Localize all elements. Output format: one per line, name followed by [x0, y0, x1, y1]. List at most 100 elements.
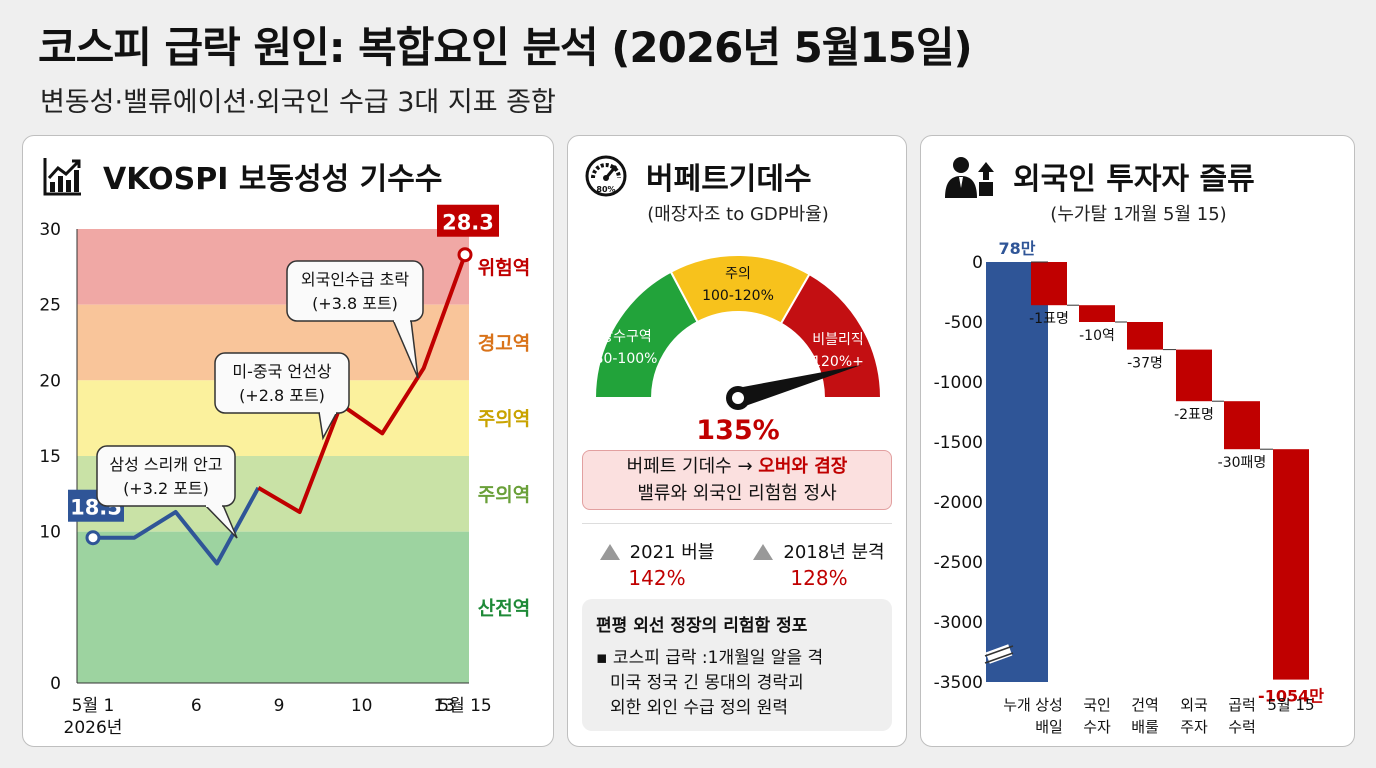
foreign-title: 외국인 투자자 즐류 [1013, 162, 1255, 197]
start-point [85, 530, 101, 546]
y-tick-label: -500 [944, 313, 983, 333]
foreign-panel: 외국인 투자자 즐류 (누가탈 1개월 5월 15) 0 -500 -1000 -15… [920, 135, 1355, 747]
x-category-label: 수럭 [1228, 718, 1256, 736]
end-point [457, 247, 473, 263]
buffett-title: 버페트기데수 [646, 162, 812, 197]
waterfall-bar [1176, 349, 1212, 402]
gauge-zone-label: 상수구역 [600, 329, 652, 345]
gauge-zone-range: 80-100% [595, 351, 658, 367]
gauge-zone-range: 100-120% [702, 288, 774, 304]
vkospi-panel: VKOSPI 보동성성 기수수 위험역 경고역 주의역 주의역 산전역 0 10 15 20 25… [22, 135, 554, 747]
bar-value-label: -10역 [1079, 328, 1115, 344]
warning-line2: 밸류와 외국인 리험험 정사 [637, 483, 837, 504]
x-tick-label: 5월 1 [72, 696, 115, 716]
x-category-label: 건역 [1131, 696, 1159, 714]
waterfall-bar [1273, 449, 1309, 680]
triangle-icon [599, 544, 620, 560]
y-tick-label: 0 [972, 253, 983, 273]
bar-value-label: -1표명 [1029, 311, 1069, 327]
gauge-needle [735, 364, 862, 408]
zone-label: 위험역 [478, 257, 530, 279]
x-category-label: 수자 [1083, 718, 1111, 736]
warning-prefix: 버페트 기데수 → [626, 456, 759, 477]
foreign-subtitle: (누가탈 1개월 5월 15) [1050, 204, 1227, 225]
y-tick-label: -2500 [934, 553, 983, 573]
x-category-label: 외국 [1180, 696, 1208, 714]
bar-value-label: -2표명 [1174, 407, 1214, 423]
callout-text: 외국인수급 초락 [301, 270, 409, 289]
buffett-gauge: 상수구역 80-100% 주의 100-120% 비블리직 120%+ 135% [593, 254, 883, 446]
bar-value-label: -37명 [1127, 356, 1163, 372]
gauge-zone-label: 비블리직 [812, 332, 864, 348]
x-category-label: 배일 [1035, 718, 1063, 736]
note-line: ▪ 코스피 급락 :1개월일 알을 격 [596, 648, 824, 668]
waterfall-bar [986, 262, 1048, 682]
annotation-callout: 삼성 스리캐 안고 (+3.2 포트) [96, 445, 238, 539]
y-tick-label: 15 [39, 447, 61, 467]
y-tick-label: 20 [39, 371, 61, 391]
note-box: 편평 외선 정장의 리험함 정포 ▪ 코스피 급락 :1개월일 알을 격 미국 … [582, 599, 892, 731]
callout-text: 삼성 스리캐 안고 [109, 455, 222, 474]
note-title: 편평 외선 정장의 리험함 정포 [596, 616, 808, 636]
end-label: 28.3 [442, 211, 494, 235]
y-tick-label: 30 [39, 220, 61, 240]
bar-value-label: -1054만 [1258, 687, 1324, 706]
history-item: 2018년 분격 128% [744, 538, 894, 590]
y-tick-label: 0 [50, 674, 61, 694]
callout-text: (+3.2 포트) [123, 479, 209, 498]
gauge-zone-range: 120%+ [812, 354, 864, 370]
zone-band [77, 531, 469, 683]
x-tick-label: 13 [434, 696, 456, 716]
history-label: 2021 버블 [629, 542, 715, 563]
investor-icon [945, 157, 994, 198]
x-tick-label: 2026년 [64, 718, 123, 738]
history-value: 142% [628, 566, 686, 590]
x-tick-label: 5월 15 [438, 696, 492, 716]
annotation-callout: 미-중국 언선상 (+2.8 포트) [214, 352, 350, 441]
callout-text: (+3.8 포트) [312, 294, 398, 313]
y-tick-label: -3000 [934, 613, 983, 633]
x-tick-label: 6 [191, 696, 202, 716]
series-line-blue [93, 486, 261, 566]
bar-value-label: -30패명 [1218, 455, 1267, 471]
callout-joint [320, 409, 336, 414]
series-line-red [257, 254, 467, 514]
buffett-subtitle: (매장자조 to GDP바율) [647, 204, 829, 225]
y-tick-label: 25 [39, 296, 61, 316]
x-category-label: 상성 [1035, 696, 1063, 714]
gauge-value: 135% [696, 415, 779, 446]
waterfall-bar [1079, 305, 1115, 322]
callout-text: 미-중국 언선상 [232, 362, 331, 381]
callout-box [214, 352, 350, 414]
bar-value-label: 78만 [999, 239, 1036, 258]
page-title: 코스피 급락 원인: 복합요인 분석 (2026년 5월15일) [38, 23, 973, 72]
callout-text: (+2.8 포트) [239, 386, 325, 405]
note-line: 외한 외인 수급 정의 원력 [610, 698, 789, 718]
gauge-hub-inner [732, 392, 744, 404]
x-category-label: 누개 [1003, 696, 1031, 714]
triangle-icon [753, 544, 774, 560]
callout-joint [394, 317, 410, 322]
y-tick-label: -1000 [934, 373, 983, 393]
x-category-label: 5월 15 [1267, 696, 1314, 714]
zone-label: 주의역 [478, 408, 530, 430]
x-category-label: 배룰 [1131, 718, 1159, 736]
history-value: 128% [790, 566, 848, 590]
waterfall-bar [1127, 322, 1163, 350]
x-tick-label: 9 [274, 696, 285, 716]
history-label: 2018년 분격 [783, 542, 885, 563]
chart-growth-icon [43, 158, 81, 196]
waterfall-bar [1224, 401, 1260, 450]
x-category-label: 주자 [1180, 718, 1208, 736]
x-category-label: 국인 [1083, 696, 1111, 714]
zone-label: 산전역 [478, 597, 530, 619]
history-item: 2021 버블 142% [582, 538, 732, 590]
gauge-icon: 80% [585, 155, 627, 197]
y-tick-label: -1500 [934, 433, 983, 453]
foreign-waterfall-chart: 0 -500 -1000 -1500 -2000 -2500 -3000 -3500 78만 -1… [934, 239, 1325, 736]
note-line: 미국 정국 긴 몽대의 경락괴 [610, 673, 804, 693]
zone-label: 주의역 [478, 484, 530, 506]
callout-box [286, 260, 424, 322]
zone-label: 경고역 [478, 333, 530, 355]
